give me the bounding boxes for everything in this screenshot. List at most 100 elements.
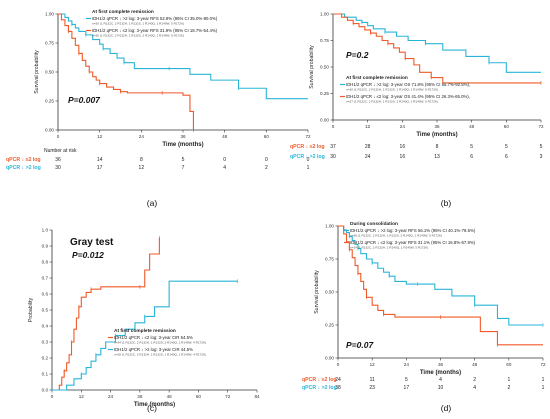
x-tick-label: 12: [79, 394, 85, 399]
legend-entry-detail: n=24 (1 R132C, 2 R132H, 1 R140Q, 1 R140W…: [350, 246, 428, 250]
x-tick-label: 72: [540, 362, 546, 367]
risk-row-label: qPCR ↓ >2 log: [6, 165, 41, 171]
risk-count: 4: [439, 377, 442, 383]
legend-entry-detail: n=36 (1 R132C, 2 R132H, 1 R132S, 2 R140Q…: [92, 34, 184, 38]
risk-count: 7: [182, 165, 185, 171]
x-tick-label: 48: [167, 394, 173, 399]
legend-title: During consolidation: [350, 221, 398, 227]
risk-count: 10: [438, 385, 444, 391]
risk-count: 8: [436, 144, 439, 150]
y-tick-label: 0.25: [325, 323, 334, 328]
risk-count: 24: [335, 377, 341, 383]
chart-panel-c: 0 12 24 36 48 60 72 84 0.0 0.1 0.2 0.3 0.4 0.5 0.6 0.7 0…: [28, 228, 260, 413]
x-tick-label: 0: [337, 362, 340, 367]
x-tick-label: 24: [404, 362, 410, 367]
legend: At first complete remission IDH1/2 qPCR ↓…: [108, 328, 206, 357]
y-axis-label: Probability: [28, 297, 34, 322]
legend-entry-detail: n=38 (1 R132C, 2 R132H, 1 R132S, 2 R140Q…: [350, 234, 442, 238]
legend-entry-text: IDH1/2 qPCR ↓ ≤2 log: 3-year RFS 31.1% (…: [350, 240, 476, 245]
legend-entry-detail: n=37 (1 R132C, 2 R132H, 1 R132S, 2 R140Q…: [346, 100, 438, 104]
x-tick-label: 84: [254, 394, 260, 399]
risk-count: 24: [365, 154, 371, 160]
x-tick-label: 60: [264, 134, 270, 139]
y-tick-label: 0.4: [42, 324, 49, 329]
x-tick-label: 60: [506, 362, 512, 367]
y-tick-label: 0.3: [42, 340, 49, 345]
risk-count: 37: [330, 144, 336, 150]
x-tick-label: 0: [57, 134, 60, 139]
risk-count: 38: [335, 385, 341, 391]
legend-entry-detail: n=34 (1 R132C, 2 R132H, 1 R132S, 2 R140Q…: [114, 341, 206, 345]
risk-count: 1: [542, 377, 545, 383]
y-tick-label: 0.1: [42, 372, 49, 377]
y-tick-label: 1.00: [45, 12, 54, 17]
y-axis-label: Survival probability: [309, 45, 315, 89]
legend-title: At first complete remission: [114, 328, 176, 334]
risk-count: 1: [507, 377, 510, 383]
series-line-blue: [52, 280, 238, 391]
risk-count: 30: [330, 154, 336, 160]
x-tick-label: 36: [137, 394, 143, 399]
y-tick-label: 0.7: [42, 276, 49, 281]
legend-entry-detail: n=30 (1 R132C, 2 R132H, 1 R132S, 1 R140Q…: [92, 22, 184, 26]
p-value: P=0.07: [346, 340, 374, 350]
risk-count: 36: [55, 157, 61, 163]
x-tick-label: 24: [108, 394, 114, 399]
legend-entry-detail: n=30 (1 R132C, 2 R132H, 1 R132S, 1 R140Q…: [346, 88, 438, 92]
risk-count: 1: [542, 385, 545, 391]
y-tick-label: 0.75: [325, 257, 334, 262]
risk-count: 17: [97, 165, 103, 171]
panel-label: (b): [441, 198, 452, 208]
risk-count: 6: [470, 154, 473, 160]
p-value: P=0.012: [72, 250, 104, 260]
y-tick-label: 0.5: [42, 308, 49, 313]
legend-entry-text: IDH1/2 qPCR ↓ >2 log: 3-year CIR 44.5%: [114, 347, 193, 352]
x-axis-label: Time (months): [420, 370, 461, 376]
legend-entry-detail: n=28 (1 R132C, 2 R132H, 1 R132S, 1 R140Q…: [114, 353, 206, 357]
y-tick-label: 0.50: [325, 290, 334, 295]
risk-row-label: qPCR ↓ ≤2 log: [290, 144, 325, 150]
y-tick-label: 1.00: [320, 12, 329, 17]
y-tick-label: 0.00: [45, 128, 54, 133]
risk-count: 0: [307, 157, 310, 163]
x-tick-label: 60: [196, 394, 202, 399]
risk-row-label: qPCR ↓ ≤2 log: [302, 377, 337, 383]
x-tick-label: 12: [97, 134, 103, 139]
risk-count: 0: [223, 157, 226, 163]
y-tick-label: 0.75: [45, 41, 54, 46]
x-tick-label: 48: [469, 124, 475, 129]
x-tick-label: 12: [370, 362, 376, 367]
y-tick-label: 0.25: [45, 99, 54, 104]
x-tick-label: 0: [51, 394, 54, 399]
x-tick-label: 12: [365, 124, 371, 129]
legend-title: At first complete remission: [92, 9, 154, 15]
x-axis-label: Time (months): [162, 142, 203, 148]
risk-count: 16: [400, 144, 406, 150]
x-tick-label: 24: [139, 134, 145, 139]
risk-table-header: Number at risk: [44, 148, 77, 154]
risk-count: 5: [470, 144, 473, 150]
panel-label: (c): [147, 403, 157, 413]
y-tick-label: 0.00: [320, 118, 329, 123]
y-tick-label: 0.2: [42, 356, 49, 361]
y-tick-label: 0.00: [325, 356, 334, 361]
risk-count: 3: [540, 154, 543, 160]
risk-count: 12: [139, 165, 145, 171]
x-tick-label: 72: [225, 394, 231, 399]
risk-count: 2: [265, 165, 268, 171]
x-tick-label: 72: [538, 124, 544, 129]
x-tick-label: 48: [222, 134, 228, 139]
y-tick-label: 0.8: [42, 260, 49, 265]
legend-entry-text: IDH1/2 qPCR ↓ >2 log: 3-year OS 71.8% (9…: [346, 82, 470, 87]
risk-row-label: qPCR ↓ >2 log: [302, 385, 337, 391]
series-line-blue: [333, 13, 541, 73]
panel-label: (a): [147, 198, 158, 208]
risk-count: 0: [265, 157, 268, 163]
